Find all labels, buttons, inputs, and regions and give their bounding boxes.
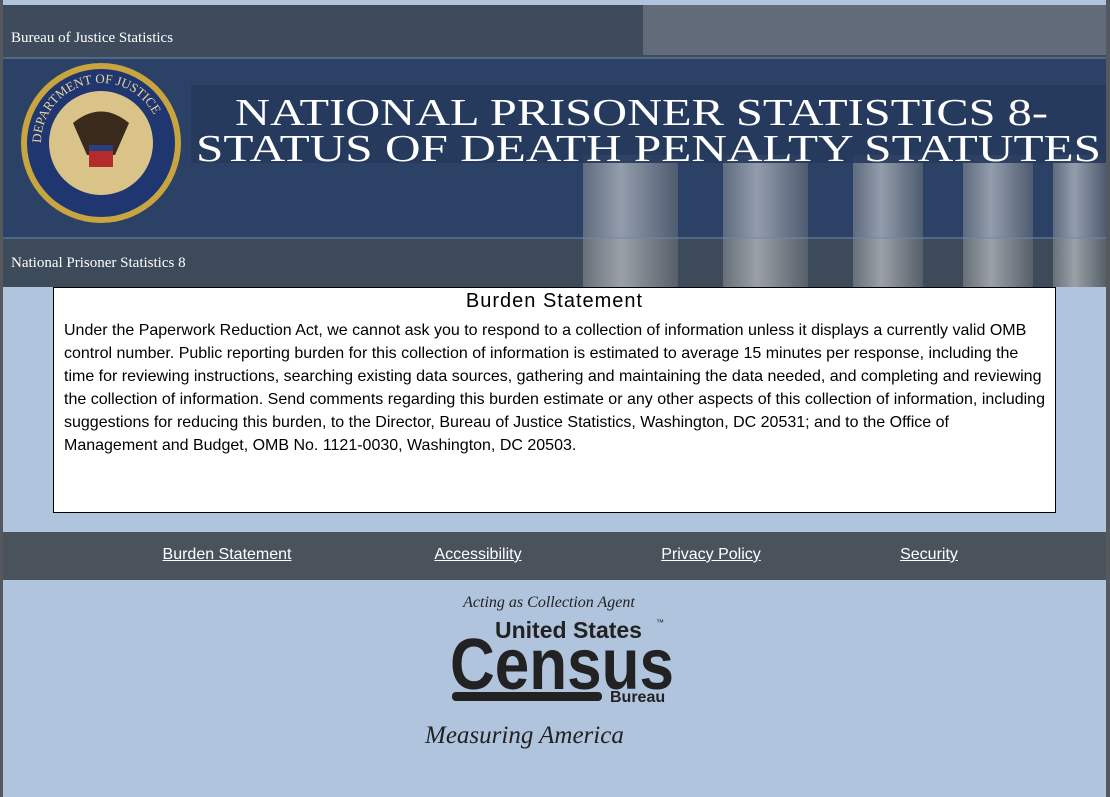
- burden-heading: Burden Statement: [64, 290, 1045, 313]
- nav-link[interactable]: Privacy Policy: [661, 546, 761, 564]
- census-logo: Acting as Collection Agent United States…: [350, 585, 750, 755]
- agency-name: Bureau of Justice Statistics: [11, 30, 173, 46]
- footer-nav: Burden Statement Accessibility Privacy P…: [3, 532, 1106, 580]
- agent-note: Acting as Collection Agent: [462, 594, 635, 611]
- burden-text: Under the Paperwork Reduction Act, we ca…: [64, 319, 1045, 457]
- slogan: Measuring America: [424, 722, 624, 749]
- nav-link[interactable]: Security: [900, 546, 958, 564]
- logo-bottom: Bureau: [610, 689, 665, 706]
- title-line: STATUS OF DEATH PENALTY STATUTES: [196, 128, 1101, 170]
- burden-panel: Burden Statement Under the Paperwork Red…: [53, 287, 1056, 513]
- doj-seal: DEPARTMENT OF JUSTICE: [21, 63, 181, 223]
- nav-link[interactable]: Accessibility: [434, 546, 521, 564]
- header-banner: DEPARTMENT OF JUSTICE Bureau of Justice …: [3, 5, 1106, 287]
- subtitle: National Prisoner Statistics 8: [11, 255, 186, 271]
- nav-link[interactable]: Burden Statement: [163, 546, 292, 564]
- page: DEPARTMENT OF JUSTICE Bureau of Justice …: [0, 0, 1110, 797]
